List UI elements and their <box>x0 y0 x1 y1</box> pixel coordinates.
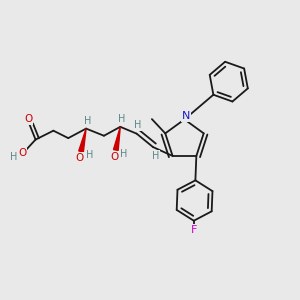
Text: F: F <box>190 225 197 235</box>
Text: H: H <box>121 148 128 159</box>
Polygon shape <box>79 129 86 152</box>
Text: H: H <box>10 152 17 162</box>
Text: O: O <box>75 153 84 163</box>
Text: O: O <box>18 148 26 158</box>
Text: H: H <box>152 151 159 161</box>
Text: N: N <box>182 111 190 122</box>
Text: O: O <box>110 152 118 161</box>
Text: H: H <box>134 120 142 130</box>
Text: O: O <box>24 114 32 124</box>
Text: H: H <box>84 116 91 126</box>
Polygon shape <box>113 127 120 150</box>
Text: H: H <box>86 150 93 160</box>
Text: H: H <box>118 114 125 124</box>
